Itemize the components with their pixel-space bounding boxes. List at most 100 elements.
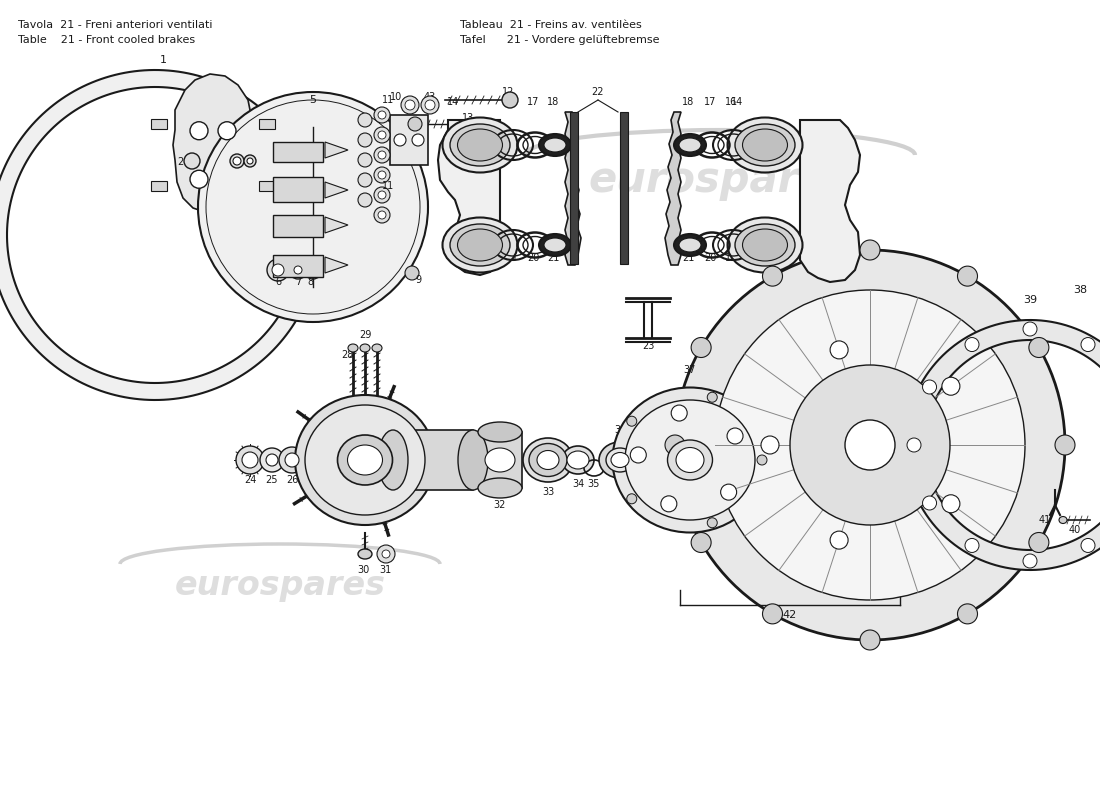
Text: 43: 43 <box>424 92 436 102</box>
Circle shape <box>374 187 390 203</box>
Text: 23: 23 <box>641 341 654 351</box>
Circle shape <box>266 454 278 466</box>
Circle shape <box>248 158 253 164</box>
Circle shape <box>762 266 782 286</box>
Text: 6: 6 <box>275 277 282 287</box>
Ellipse shape <box>668 440 713 480</box>
Circle shape <box>184 153 200 169</box>
Circle shape <box>378 211 386 219</box>
Ellipse shape <box>458 229 503 261</box>
Polygon shape <box>258 119 275 129</box>
Bar <box>393 430 473 490</box>
Ellipse shape <box>305 405 425 515</box>
Text: Tafel      21 - Vordere gelüftebremse: Tafel 21 - Vordere gelüftebremse <box>460 35 660 45</box>
Text: 29: 29 <box>359 330 371 340</box>
Text: eurospares: eurospares <box>175 569 385 602</box>
Polygon shape <box>565 112 581 265</box>
Text: 26: 26 <box>286 475 298 485</box>
Circle shape <box>190 122 208 140</box>
Ellipse shape <box>458 129 503 161</box>
Ellipse shape <box>742 229 788 261</box>
Text: 25: 25 <box>266 475 278 485</box>
Text: 24: 24 <box>244 475 256 485</box>
Text: 18: 18 <box>547 97 559 107</box>
Polygon shape <box>173 74 252 212</box>
Circle shape <box>267 259 289 281</box>
Circle shape <box>965 338 979 351</box>
Polygon shape <box>273 142 323 162</box>
Text: 11: 11 <box>382 95 394 105</box>
Ellipse shape <box>478 422 522 442</box>
Text: 31: 31 <box>378 565 392 575</box>
Text: 22: 22 <box>592 87 604 97</box>
Text: 3: 3 <box>234 167 240 177</box>
Text: 33: 33 <box>542 487 554 497</box>
Polygon shape <box>0 70 318 400</box>
Circle shape <box>242 452 258 468</box>
Ellipse shape <box>539 234 571 256</box>
Text: 15: 15 <box>447 253 459 263</box>
Bar <box>390 115 428 165</box>
Polygon shape <box>800 120 860 282</box>
Circle shape <box>957 604 978 624</box>
Text: 14: 14 <box>447 97 459 107</box>
Circle shape <box>860 240 880 260</box>
Polygon shape <box>273 177 323 202</box>
Text: 37: 37 <box>684 365 696 375</box>
Circle shape <box>374 167 390 183</box>
Circle shape <box>957 266 978 286</box>
Text: Tavola  21 - Freni anteriori ventilati: Tavola 21 - Freni anteriori ventilati <box>18 20 212 30</box>
Circle shape <box>757 455 767 465</box>
Text: 30: 30 <box>356 565 370 575</box>
Circle shape <box>830 341 848 359</box>
Circle shape <box>233 157 241 165</box>
Ellipse shape <box>566 451 588 469</box>
Ellipse shape <box>562 446 594 474</box>
Ellipse shape <box>458 430 488 490</box>
Circle shape <box>661 496 676 512</box>
Polygon shape <box>324 257 348 273</box>
Ellipse shape <box>450 124 510 166</box>
Circle shape <box>1028 338 1049 358</box>
Ellipse shape <box>727 218 803 273</box>
Circle shape <box>304 261 322 279</box>
Text: eurospares: eurospares <box>588 159 851 201</box>
Polygon shape <box>273 255 323 277</box>
Ellipse shape <box>544 238 566 252</box>
Bar <box>620 112 628 264</box>
Text: Tableau  21 - Freins av. ventilèes: Tableau 21 - Freins av. ventilèes <box>460 20 641 30</box>
Text: 17: 17 <box>704 97 716 107</box>
Ellipse shape <box>674 234 706 256</box>
Text: 11: 11 <box>382 181 394 191</box>
Circle shape <box>942 378 960 395</box>
Circle shape <box>378 151 386 159</box>
Circle shape <box>666 435 685 455</box>
Ellipse shape <box>675 250 1065 640</box>
Polygon shape <box>273 215 323 237</box>
Circle shape <box>408 117 422 131</box>
Circle shape <box>405 266 419 280</box>
Circle shape <box>942 494 960 513</box>
Circle shape <box>1023 322 1037 336</box>
Ellipse shape <box>539 134 571 156</box>
Text: 20: 20 <box>527 253 539 263</box>
Text: 7: 7 <box>295 277 301 287</box>
Circle shape <box>230 154 244 168</box>
Ellipse shape <box>360 344 370 352</box>
Circle shape <box>627 494 637 504</box>
Text: 12: 12 <box>502 87 514 97</box>
Ellipse shape <box>676 447 704 473</box>
Ellipse shape <box>442 218 517 273</box>
Text: 42: 42 <box>783 610 798 620</box>
Ellipse shape <box>727 118 803 173</box>
Ellipse shape <box>450 224 510 266</box>
Text: 38: 38 <box>1072 285 1087 295</box>
Circle shape <box>272 264 284 276</box>
Text: 19: 19 <box>505 253 517 263</box>
Circle shape <box>707 518 717 528</box>
Circle shape <box>965 538 979 553</box>
Circle shape <box>1081 538 1094 553</box>
Polygon shape <box>666 112 681 265</box>
Text: 17: 17 <box>527 97 539 107</box>
Circle shape <box>671 405 688 421</box>
